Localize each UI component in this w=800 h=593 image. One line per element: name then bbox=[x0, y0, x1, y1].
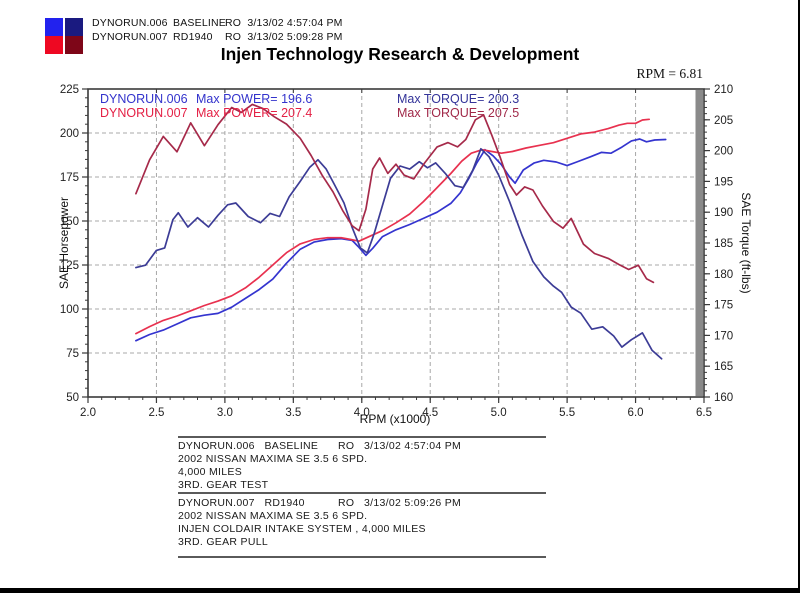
right-tick-label: 190 bbox=[714, 207, 733, 219]
left-tick-label: 125 bbox=[60, 260, 79, 272]
left-tick-label: 225 bbox=[60, 84, 79, 96]
x-tick-label: 5.0 bbox=[491, 407, 507, 419]
cursor-bar[interactable] bbox=[695, 90, 704, 396]
right-tick-label: 195 bbox=[714, 176, 733, 188]
chart-legend-run007: DYNORUN.007 bbox=[100, 106, 188, 120]
right-tick-label: 160 bbox=[714, 392, 733, 404]
left-axis-title: SAE Horsepower bbox=[57, 196, 71, 290]
x-tick-label: 3.5 bbox=[285, 407, 301, 419]
right-tick-label: 170 bbox=[714, 330, 733, 342]
series-dynorun-007-sae-horsepower bbox=[135, 118, 651, 335]
right-tick-label: 165 bbox=[714, 361, 733, 373]
left-tick-label: 150 bbox=[60, 216, 79, 228]
x-tick-label: 4.5 bbox=[422, 407, 438, 419]
run006-timestamp: RO 3/13/02 4:57:04 PM bbox=[225, 17, 343, 29]
x-tick-label: 5.5 bbox=[559, 407, 575, 419]
left-tick-label: 75 bbox=[66, 348, 79, 360]
left-tick-label: 175 bbox=[60, 172, 79, 184]
chart-legend-run007-power: Max POWER= 207.4 bbox=[196, 106, 313, 120]
run006-power-swatch bbox=[45, 18, 63, 36]
footer2-vehicle: 2002 NISSAN MAXIMA SE 3.5 6 SPD. bbox=[178, 510, 368, 522]
run006-name: DYNORUN.006 bbox=[92, 17, 168, 29]
left-tick-label: 50 bbox=[66, 392, 79, 404]
right-tick-label: 210 bbox=[714, 84, 733, 96]
run-color-legend bbox=[45, 18, 85, 54]
series-dynorun-006-sae-horsepower bbox=[135, 138, 667, 342]
separator-line bbox=[178, 436, 546, 438]
series-dynorun-007-sae-torque bbox=[135, 103, 655, 284]
chart-legend-run006: DYNORUN.006 bbox=[100, 92, 188, 106]
separator-line bbox=[178, 492, 546, 494]
right-tick-label: 175 bbox=[714, 300, 733, 312]
x-axis-title: RPM (x1000) bbox=[359, 412, 431, 426]
footer1-test: 3RD. GEAR TEST bbox=[178, 479, 269, 491]
chart-legend-run006-torque: Max TORQUE= 200.3 bbox=[397, 92, 520, 106]
dyno-chart: 225 200 175 150 125 100 75 50 210 205 200 195 190 185… bbox=[60, 84, 733, 419]
run006-desc: BASELINE bbox=[173, 17, 226, 29]
window-border-bottom bbox=[0, 588, 800, 593]
footer2-run: DYNORUN.007 RD1940 bbox=[178, 497, 305, 509]
footer1-miles: 4,000 MILES bbox=[178, 466, 243, 478]
right-tick-label: 185 bbox=[714, 238, 733, 250]
left-tick-label: 100 bbox=[60, 304, 79, 316]
footer1-stamp: RO 3/13/02 4:57:04 PM bbox=[338, 440, 462, 452]
right-tick-label: 200 bbox=[714, 146, 733, 158]
x-tick-label: 2.0 bbox=[80, 407, 96, 419]
page-title: Injen Technology Research & Development bbox=[220, 44, 580, 64]
window-border-right bbox=[798, 0, 800, 593]
run007-power-swatch bbox=[45, 36, 63, 54]
run007-desc: RD1940 bbox=[173, 31, 213, 43]
chart-legend-run006-power: Max POWER= 196.6 bbox=[196, 92, 313, 106]
x-tick-label: 4.0 bbox=[354, 407, 370, 419]
footer2-test: 3RD. GEAR PULL bbox=[178, 536, 268, 548]
separator-line bbox=[178, 556, 546, 558]
plot-border bbox=[87, 88, 705, 398]
run006-torque-swatch bbox=[65, 18, 83, 36]
x-tick-label: 3.0 bbox=[217, 407, 233, 419]
run007-torque-swatch bbox=[65, 36, 83, 54]
footer1-vehicle: 2002 NISSAN MAXIMA SE 3.5 6 SPD. bbox=[178, 453, 368, 465]
chart-legend-run007-torque: Max TORQUE= 207.5 bbox=[397, 106, 520, 120]
x-tick-label: 6.0 bbox=[628, 407, 644, 419]
x-tick-label: 6.5 bbox=[696, 407, 712, 419]
right-tick-label: 180 bbox=[714, 269, 733, 281]
rpm-cursor-readout: RPM = 6.81 bbox=[636, 66, 703, 81]
series-dynorun-006-sae-torque bbox=[135, 147, 663, 360]
x-tick-label: 2.5 bbox=[148, 407, 164, 419]
run007-timestamp: RO 3/13/02 5:09:28 PM bbox=[225, 31, 343, 43]
right-axis-title: SAE Torque (ft-lbs) bbox=[739, 192, 753, 294]
footer1-run: DYNORUN.006 BASELINE bbox=[178, 440, 319, 452]
left-tick-label: 200 bbox=[60, 128, 79, 140]
footer2-intake: INJEN COLDAIR INTAKE SYSTEM , 4,000 MILE… bbox=[178, 523, 426, 535]
footer2-stamp: RO 3/13/02 5:09:26 PM bbox=[338, 497, 462, 509]
run007-name: DYNORUN.007 bbox=[92, 31, 168, 43]
right-tick-label: 205 bbox=[714, 115, 733, 127]
